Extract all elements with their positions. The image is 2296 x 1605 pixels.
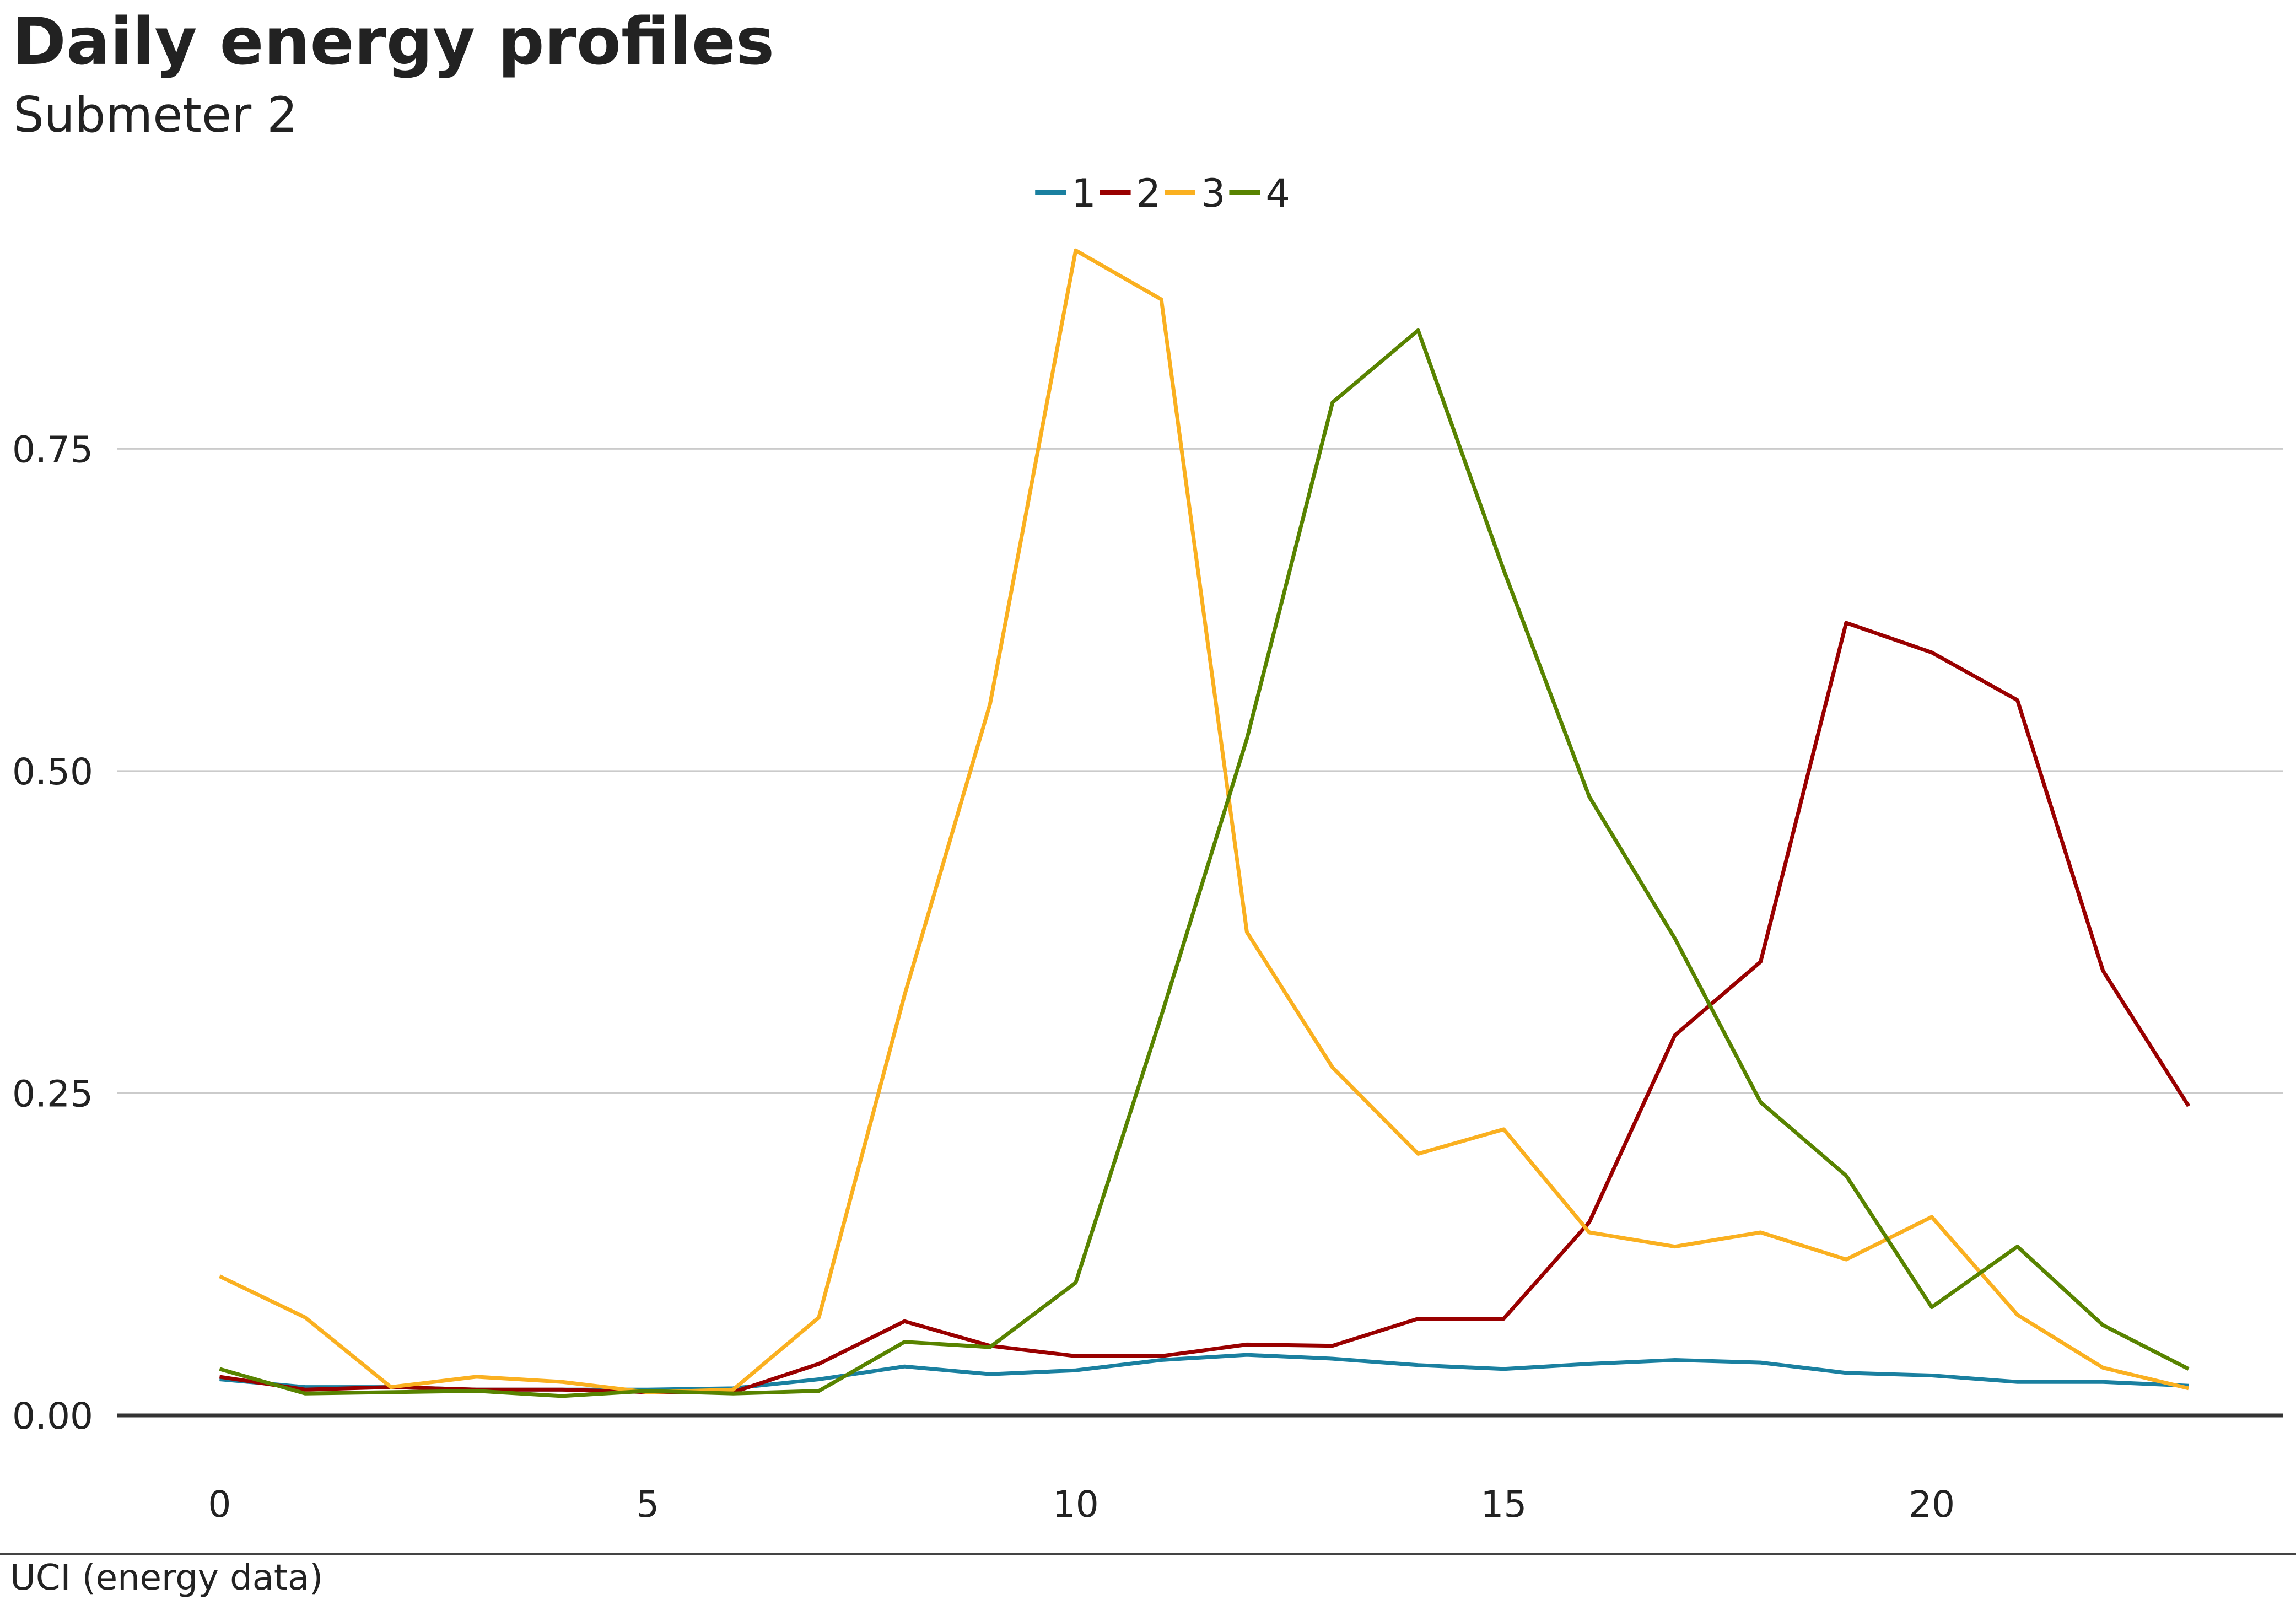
source-note: UCI (energy data) — [10, 1558, 324, 1598]
series-lines — [218, 248, 2191, 1398]
x-tick-label: 0 — [208, 1483, 231, 1526]
series-line-3 — [218, 248, 2189, 1394]
y-tick-label: 0.00 — [12, 1395, 93, 1437]
legend-label-3: 3 — [1201, 171, 1226, 216]
y-tick-label: 0.75 — [12, 428, 93, 471]
legend-label-1: 1 — [1071, 171, 1096, 216]
y-tick-label: 0.25 — [12, 1073, 93, 1115]
chart-subtitle: Submeter 2 — [13, 87, 298, 143]
axes: 0.00 0.25 0.50 0.75 0 5 10 15 20 — [12, 428, 2283, 1526]
chart-title: Daily energy profiles — [12, 3, 775, 79]
gridlines — [117, 448, 2283, 1094]
legend-label-2: 2 — [1136, 171, 1161, 216]
series-line-2 — [219, 621, 2191, 1394]
y-tick-label: 0.50 — [12, 751, 93, 793]
x-tick-label: 10 — [1053, 1483, 1099, 1526]
series-line-4 — [219, 328, 2190, 1398]
x-tick-label: 15 — [1480, 1483, 1527, 1526]
x-tick-label: 20 — [1909, 1483, 1955, 1526]
footer-divider — [0, 1553, 2296, 1555]
series-line-1 — [219, 1353, 2189, 1392]
x-tick-label: 5 — [636, 1483, 659, 1526]
legend-label-4: 4 — [1265, 171, 1290, 216]
